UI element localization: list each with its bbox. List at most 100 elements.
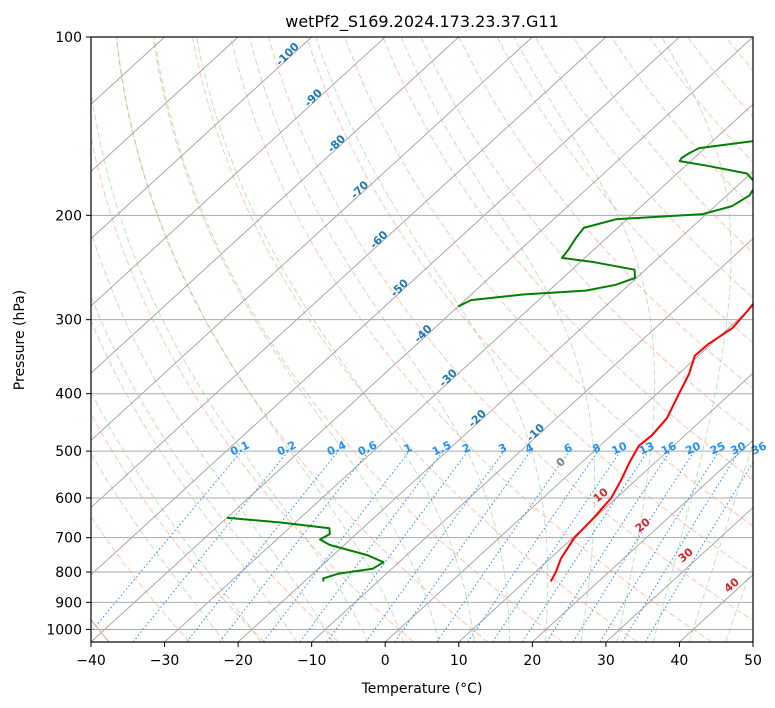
- y-tick-label: 200: [55, 208, 82, 224]
- mixing-ratio-label: 10: [610, 439, 630, 457]
- dry-adiabat: [610, 37, 753, 209]
- x-axis-label: Temperature (°C): [361, 681, 483, 697]
- dry-adiabat: [91, 412, 265, 642]
- isotherm-line: [532, 439, 753, 642]
- dry-adiabat: [192, 37, 638, 642]
- y-tick-label: 900: [55, 595, 82, 611]
- mixing-ratio-label: 0.1: [228, 439, 251, 459]
- dry-adiabat: [725, 37, 753, 72]
- isotherm-label: -60: [367, 228, 390, 251]
- y-tick-label: 400: [55, 387, 82, 403]
- mixing-ratio-line: [436, 450, 570, 642]
- isotherm-label: -20: [466, 407, 489, 430]
- mixing-ratio-label: 30: [729, 439, 749, 457]
- isotherm-line: [91, 37, 386, 307]
- mixing-ratio-label: 6: [562, 441, 575, 456]
- moist-adiabat: [91, 452, 225, 642]
- isotherm-line: [91, 37, 753, 642]
- dry-adiabat: [764, 37, 775, 642]
- dry-adiabat: [382, 37, 753, 481]
- x-tick-label: −20: [223, 653, 253, 669]
- mixing-ratio-label: 13: [637, 439, 656, 457]
- dry-adiabat: [572, 37, 753, 254]
- mixing-ratio-line: [365, 450, 505, 642]
- temperature-profile: [549, 302, 753, 582]
- moist-adiabat: [248, 37, 511, 642]
- moist-adiabat: [116, 37, 405, 642]
- isotherm-line: [91, 37, 533, 441]
- moist-adiabat: [725, 563, 753, 642]
- dry-adiabat: [115, 37, 489, 642]
- mixing-ratio-line: [219, 450, 370, 642]
- plot-frame: [90, 36, 754, 643]
- y-tick-label: 300: [55, 313, 82, 329]
- moist-adiabat: [91, 86, 369, 642]
- moist-adiabat-label: 0: [554, 455, 568, 470]
- dry-adiabat: [268, 37, 753, 622]
- y-axis-label: Pressure (hPa): [12, 290, 28, 390]
- chart-axes: −40 −30 −20 −10 0 10 20 30 40 5010020030040050060…: [46, 30, 762, 669]
- isotherm-line: [91, 37, 239, 173]
- mixing-ratio-label: 0.4: [325, 438, 348, 458]
- isotherm-line: [458, 372, 753, 642]
- chart-series: [226, 140, 753, 582]
- x-tick-label: 40: [671, 653, 689, 669]
- x-tick-label: 0: [381, 653, 390, 669]
- mixing-ratio-line: [263, 450, 410, 642]
- isotherm-line: [311, 238, 753, 642]
- dry-adiabat: [91, 515, 191, 642]
- isotherm-line: [605, 506, 753, 642]
- moist-adiabat: [315, 37, 549, 642]
- y-tick-label: 800: [55, 565, 82, 581]
- moist-adiabat-label: 40: [722, 575, 742, 595]
- dewpoint_upper-profile: [457, 140, 753, 308]
- isotherm-line: [752, 641, 753, 642]
- isotherm-label: -30: [437, 366, 460, 389]
- y-tick-label: 1000: [46, 622, 82, 638]
- mixing-ratio-line: [394, 450, 532, 642]
- mixing-ratio-label: 36: [749, 439, 769, 457]
- dry-adiabat: [306, 37, 753, 574]
- mixing-ratio-label: 8: [590, 441, 602, 456]
- moist-adiabat: [513, 37, 656, 642]
- dry-adiabat: [230, 37, 713, 642]
- moist-adiabat: [91, 230, 334, 642]
- mixing-ratio-line: [299, 450, 444, 642]
- isotherm-label: -40: [411, 322, 434, 345]
- isotherm-label: -90: [302, 86, 325, 109]
- mixing-ratio-label: 1: [402, 441, 414, 456]
- chart-title: wetPf2_S169.2024.173.23.37.G11: [285, 12, 559, 32]
- isotherm-label: -80: [325, 132, 348, 155]
- moist-adiabat: [688, 441, 753, 642]
- mixing-ratio-label: 25: [708, 439, 727, 457]
- isotherm-label: -70: [348, 178, 371, 201]
- dry-adiabat: [649, 37, 753, 163]
- isotherm-line: [91, 37, 607, 509]
- x-tick-label: −40: [76, 653, 106, 669]
- dry-adiabat: [91, 294, 340, 642]
- mixing-ratio-line: [186, 450, 339, 642]
- x-tick-label: 20: [523, 653, 541, 669]
- isotherm-line: [91, 37, 312, 240]
- x-tick-label: 50: [744, 653, 762, 669]
- mixing-ratio-line: [599, 450, 720, 642]
- moist-adiabat: [91, 390, 262, 642]
- isotherm-line: [164, 103, 753, 642]
- y-tick-label: 100: [55, 30, 82, 46]
- x-tick-label: −30: [150, 653, 180, 669]
- x-tick-label: −10: [297, 653, 327, 669]
- dry-adiabat: [344, 37, 753, 527]
- dry-adiabat: [420, 37, 753, 435]
- isotherm-label: -10: [524, 421, 547, 444]
- isotherm-line: [237, 170, 753, 642]
- mixing-ratio-line: [132, 450, 289, 642]
- moist-adiabat: [400, 37, 596, 642]
- mixing-ratio-label: 16: [659, 439, 679, 457]
- isotherm-line: [91, 37, 680, 576]
- dewpoint-profile: [226, 516, 385, 582]
- isotherm-line: [91, 37, 460, 374]
- mixing-ratio-line: [644, 461, 753, 642]
- dry-adiabat: [153, 37, 563, 642]
- mixing-ratio-line: [522, 450, 649, 642]
